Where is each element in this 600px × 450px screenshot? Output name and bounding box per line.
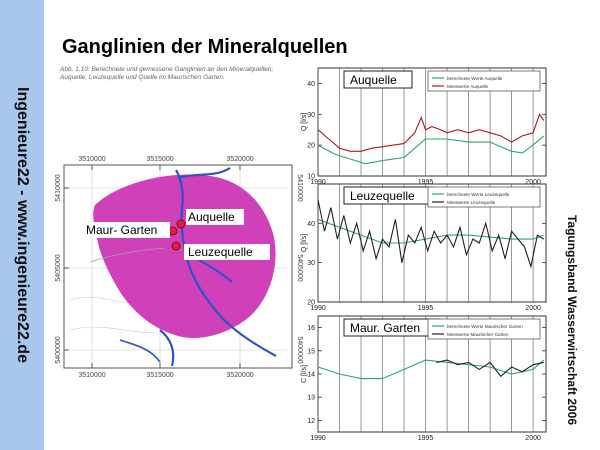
- map-xtick-bottom-1: 3515000: [146, 372, 173, 379]
- map-label-leuze: Leuzequelle: [188, 245, 253, 259]
- chart-ytick-label: 15: [307, 348, 315, 355]
- chart-ytick-label: 16: [307, 325, 315, 332]
- map-ytick-left-1: 5405000: [55, 254, 62, 281]
- chart-xtick-label: 1990: [310, 435, 326, 442]
- chart-series-line-1: [317, 199, 545, 269]
- chart-ytick-label: 12: [307, 418, 315, 425]
- map-ytick-left-0: 5410000: [55, 174, 62, 201]
- chart-xtick-label: 1995: [418, 179, 434, 186]
- chart-xtick-label: 2000: [525, 435, 541, 442]
- chart-title: Leuzequelle: [350, 189, 415, 203]
- chart-legend-entry: berechnete Werte Leuzequelle: [447, 192, 510, 197]
- chart-series-line-0: [317, 218, 544, 244]
- chart-series-line-1: [317, 113, 545, 152]
- chart-xtick-label: 1990: [310, 305, 326, 312]
- chart-xtick-label: 1995: [418, 435, 434, 442]
- chart-legend-box: [427, 70, 541, 92]
- chart-legend-entry: Messwerte Maurischer Garten: [447, 332, 509, 337]
- chart-ytick-label: 10: [307, 174, 315, 181]
- chart-ytick-label: 30: [307, 260, 315, 267]
- chart-ytick-label: 20: [307, 300, 315, 307]
- chart-ytick-label: 40: [307, 221, 315, 228]
- chart-title: Maur. Garten: [350, 321, 420, 335]
- map-ytick-right-0: 5410000: [296, 174, 303, 201]
- chart-title-box: [343, 70, 413, 89]
- chart-legend-entry: berechnete Werte Maurischer Garten: [447, 324, 523, 329]
- map-xtick-bottom-2: 3520000: [226, 372, 253, 379]
- sidebar-band: Ingenieure22 - www.ingenieure22.de: [0, 0, 44, 450]
- chart-ytick-label: 40: [307, 81, 315, 88]
- figure-caption: Abb. 1.10: Berechnete und gemessene Gang…: [60, 66, 274, 81]
- chart-series-line-0: [317, 359, 545, 380]
- chart-legend-entry: Messwerte Leuzequelle: [447, 200, 496, 205]
- map-xtick-top-1: 3515000: [146, 156, 173, 163]
- chart-panel-2: 16 15 14 13 12 1990 1995 2000 C [l/s] Maur. Garte…: [301, 315, 547, 442]
- chart-ylabel: Q [l/s]: [301, 234, 308, 252]
- chart-ylabel: Q [l/s]: [301, 113, 308, 131]
- chart-xtick-label: 2000: [525, 179, 541, 186]
- chart-legend-entry: berechnete Werte Auquelle: [447, 76, 503, 81]
- chart-series-line-1: [436, 359, 544, 378]
- chart-series-line-0: [317, 135, 545, 165]
- chart-ylabel: C [l/s]: [301, 365, 308, 383]
- spring-marker-auquelle: [176, 219, 186, 229]
- map-xtick-top-0: 3510000: [78, 156, 105, 163]
- map-ytick-right-2: 5400000: [296, 336, 303, 363]
- chart-ytick-label: 30: [307, 112, 315, 119]
- chart-legend-entry: Messwerte Auquelle: [447, 84, 489, 89]
- chart-xtick-label: 1990: [310, 179, 326, 186]
- slide-title: Ganglinien der Mineralquellen: [62, 36, 348, 58]
- chart-ytick-label: 14: [307, 372, 315, 379]
- chart-title: Auquelle: [350, 73, 397, 87]
- map-xtick-bottom-0: 3510000: [78, 372, 105, 379]
- chart-xtick-label: 1995: [418, 305, 434, 312]
- map-ytick-right-1: 5405000: [296, 254, 303, 281]
- chart-ytick-label: 13: [307, 395, 315, 402]
- map-xtick-top-2: 3520000: [226, 156, 253, 163]
- map-label-maur: Maur- Garten: [86, 223, 157, 237]
- chart-ytick-label: 20: [307, 143, 315, 150]
- chart-xtick-label: 2000: [525, 305, 541, 312]
- chart-legend-box: [427, 318, 541, 340]
- map-ytick-left-2: 5400000: [55, 336, 62, 363]
- map-label-auquelle: Auquelle: [188, 210, 235, 224]
- chart-legend-box: [427, 186, 541, 208]
- spring-marker-leuze: [171, 241, 181, 251]
